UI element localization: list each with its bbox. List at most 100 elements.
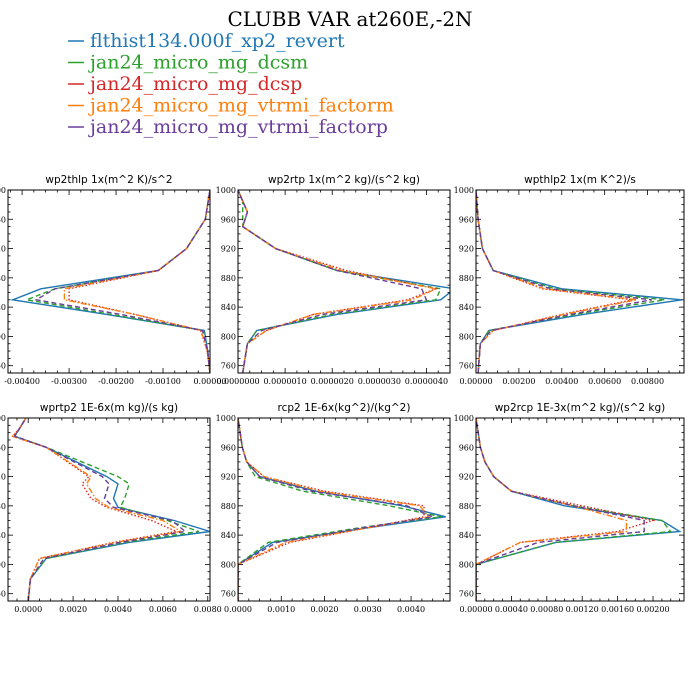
series-line <box>24 190 210 373</box>
y-tick-label: 920 <box>221 245 236 254</box>
legend-item: flthist134.000f_xp2_revert <box>68 30 345 52</box>
legend-item: jan24_micro_mg_vtrmi_factorp <box>68 116 388 138</box>
x-tick-label: -0.00300 <box>51 377 87 386</box>
series-line <box>238 418 425 601</box>
plot-frame <box>7 417 211 602</box>
y-tick-label: 920 <box>221 473 236 482</box>
x-tick-label: 0.00000 <box>459 377 492 386</box>
series-line <box>34 190 210 373</box>
y-tick-label: 880 <box>221 502 236 511</box>
series-line <box>476 190 652 373</box>
plot-frame <box>237 189 451 374</box>
series-line <box>11 418 183 601</box>
x-tick-label: -0.00400 <box>4 377 40 386</box>
x-tick-label: 0.00400 <box>545 377 578 386</box>
y-tick-label: 760 <box>459 362 474 371</box>
x-tick-label: 0.0040 <box>397 605 425 614</box>
y-tick-label: 840 <box>221 303 236 312</box>
x-tick-label: 0.0080 <box>194 605 222 614</box>
series-group <box>476 418 682 601</box>
x-tick-label: 0.00600 <box>588 377 621 386</box>
y-tick-label: 960 <box>0 443 6 452</box>
plot-frame <box>237 417 451 602</box>
y-tick-label: 760 <box>221 362 236 371</box>
x-tick-label: 0.0000040 <box>405 377 448 386</box>
chart-title: CLUBB VAR at260E,-2N <box>227 7 472 31</box>
legend-item: jan24_micro_mg_dcsp <box>68 73 302 95</box>
y-tick-label: 920 <box>0 245 6 254</box>
panel-title: wp2rcp 1E-3x(m^2 kg)/(s^2 kg) <box>495 402 666 414</box>
x-tick-label: 0.0000020 <box>311 377 354 386</box>
y-tick-label: 920 <box>459 473 474 482</box>
y-tick-label: 1000 <box>216 186 236 195</box>
x-tick-label: 0.00080 <box>530 605 563 614</box>
y-tick-label: 840 <box>459 303 474 312</box>
y-tick-label: 800 <box>221 332 236 341</box>
y-tick-label: 840 <box>221 531 236 540</box>
chart-legend: flthist134.000f_xp2_revertjan24_micro_mg… <box>68 30 394 138</box>
series-group <box>10 190 210 373</box>
y-tick-label: 760 <box>0 362 6 371</box>
series-line <box>238 190 439 373</box>
y-tick-label: 1000 <box>0 186 6 195</box>
panel: wp2thlp 1x(m^2 K)/s^2 760 800 840 880 920 960 1… <box>0 174 227 386</box>
y-tick-label: 800 <box>0 332 6 341</box>
x-tick-label: 0.00120 <box>566 605 599 614</box>
y-tick-label: 760 <box>459 590 474 599</box>
y-tick-label: 960 <box>0 215 6 224</box>
plot-frame <box>475 189 685 374</box>
x-tick-label: 0.0020 <box>311 605 339 614</box>
series-group <box>476 190 683 373</box>
x-tick-label: 0.0000010 <box>263 377 306 386</box>
series-line <box>238 418 442 601</box>
x-tick-label: 0.0000000 <box>216 377 259 386</box>
plot-frame <box>7 189 211 374</box>
y-tick-label: 1000 <box>454 414 474 423</box>
x-tick-label: 0.00800 <box>631 377 664 386</box>
y-tick-label: 920 <box>459 245 474 254</box>
panel: rcp2 1E-6x(kg^2)/(kg^2) 760 800 840 880 920 96… <box>216 402 451 614</box>
panel: wp2rcp 1E-3x(m^2 kg)/(s^2 kg) 760 800 840 88… <box>454 402 685 614</box>
panel-title: wp2rtp 1x(m^2 kg)/(s^2 kg) <box>268 174 420 186</box>
series-line <box>13 418 187 601</box>
series-line <box>13 418 210 601</box>
series-line <box>476 418 682 601</box>
x-tick-label: 0.00200 <box>636 605 669 614</box>
panel: wpthlp2 1x(m K^2)/s 760 800 840 880 920 960 100… <box>454 174 685 386</box>
legend-label: jan24_micro_mg_dcsp <box>88 73 302 95</box>
y-tick-label: 880 <box>0 502 6 511</box>
y-tick-label: 1000 <box>0 414 6 423</box>
panel: wprtp2 1E-6x(m kg)/(s kg) 760 800 840 880 920… <box>0 402 222 614</box>
y-tick-label: 800 <box>459 560 474 569</box>
series-group <box>238 418 446 601</box>
legend-label: jan24_micro_mg_dcsm <box>88 52 308 74</box>
panel-title: wpthlp2 1x(m K^2)/s <box>524 174 636 186</box>
series-line <box>476 418 673 601</box>
legend-label: flthist134.000f_xp2_revert <box>90 30 345 52</box>
y-tick-label: 1000 <box>216 414 236 423</box>
y-tick-label: 960 <box>459 443 474 452</box>
y-tick-label: 760 <box>221 590 236 599</box>
y-tick-label: 840 <box>0 303 6 312</box>
series-group <box>238 190 450 373</box>
x-tick-label: -0.00200 <box>98 377 134 386</box>
y-tick-label: 800 <box>221 560 236 569</box>
series-line <box>10 190 210 373</box>
y-tick-label: 880 <box>459 274 474 283</box>
y-tick-label: 800 <box>459 332 474 341</box>
series-line <box>238 190 450 373</box>
y-tick-label: 840 <box>459 531 474 540</box>
x-tick-label: 0.00000 <box>459 605 492 614</box>
series-line <box>238 190 439 373</box>
series-line <box>476 190 633 373</box>
series-line <box>476 190 665 373</box>
y-tick-label: 960 <box>459 215 474 224</box>
x-tick-label: 0.0040 <box>104 605 132 614</box>
x-tick-label: 0.0000030 <box>358 377 401 386</box>
legend-label: jan24_micro_mg_vtrmi_factorm <box>88 95 394 117</box>
y-tick-label: 800 <box>0 560 6 569</box>
y-tick-label: 760 <box>0 590 6 599</box>
series-line <box>13 418 200 601</box>
series-line <box>476 190 637 373</box>
